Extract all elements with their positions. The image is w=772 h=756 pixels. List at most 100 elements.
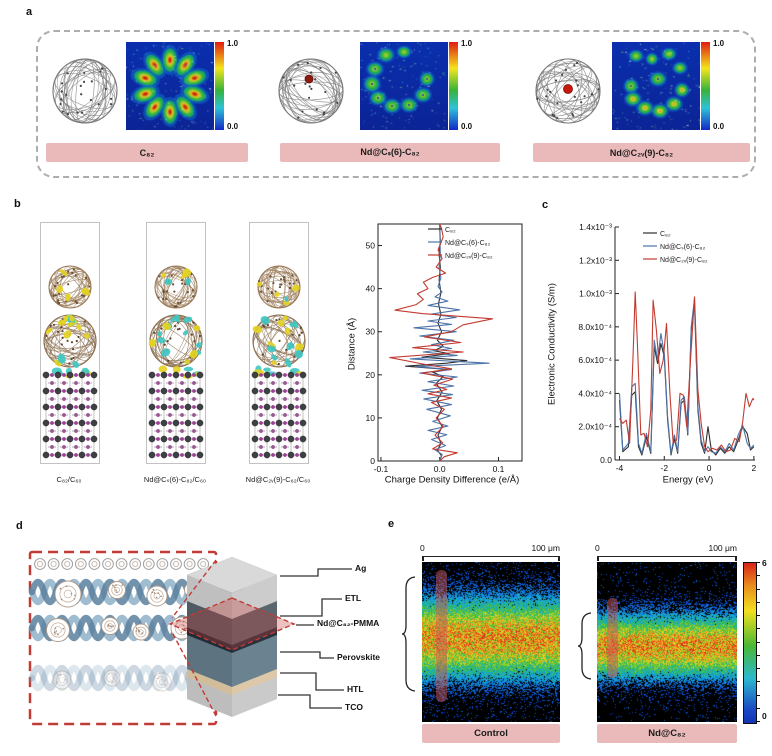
pl-colorbar-tick (757, 721, 760, 722)
wire-ball (154, 265, 198, 309)
structure-art-1 (148, 265, 204, 459)
pl-colorbar-tick (757, 601, 760, 603)
legend-label-2: Nd@C₂ᵥ(9)-C₈₂ (660, 257, 708, 264)
ruler-1-tick-left (597, 556, 599, 561)
x-tick-label: -2 (660, 463, 668, 473)
wire-ball (48, 265, 92, 309)
series-line-0 (618, 303, 755, 456)
x-tick-label: 0.1 (493, 464, 505, 474)
density-map-1 (360, 42, 448, 130)
label-bar-ndcs6: Nd@Cₛ(6)-C₈₂ (280, 143, 500, 162)
pl-colorbar (743, 562, 757, 724)
ruler-0-tick-right (558, 556, 560, 561)
pl-colorbar-tick (757, 681, 760, 683)
series-line-2 (619, 291, 755, 453)
layer-connector-0 (280, 568, 352, 577)
y-tick-label: 0.0 (600, 455, 612, 465)
scan-stripe-1 (607, 598, 618, 678)
legend-label-2: Nd@C₂ᵥ(9)-C₈₂ (445, 253, 493, 260)
panel-c-letter: c (542, 199, 549, 211)
legend-label-1: Nd@Cₛ(6)-C₈₂ (660, 244, 706, 251)
y-tick-label: 2.0x10⁻⁴ (578, 422, 612, 432)
density-colorbar-1 (449, 42, 458, 130)
legend-label-1: Nd@Cₛ(6)-C₈₂ (445, 240, 491, 247)
y-tick-label: 6.0x10⁻⁴ (578, 355, 612, 365)
density-colorbar-0 (215, 42, 224, 130)
y-tick-label: 1.2x10⁻³ (579, 255, 612, 265)
pl-colorbar-tick (757, 588, 760, 590)
density-map-2 (612, 42, 700, 130)
pl-colorbar-tick (757, 641, 760, 643)
y-tick-label: 8.0x10⁻⁴ (578, 322, 612, 332)
brace-path (578, 612, 592, 680)
slab (42, 371, 98, 459)
chart-cdd: -0.1 0.0 0.1 0 10 20 30 40 50 C₈₂ Nd@Cₛ(6)-C₈₂ Nd@C… (366, 223, 523, 474)
y-tick-label: 30 (366, 327, 376, 337)
magnifier-box (28, 550, 218, 726)
layer-connector-1 (280, 598, 342, 617)
fullerene-ndc2v9 (535, 58, 601, 124)
scan-stripe-0 (436, 570, 447, 702)
map-title-ndc82: Nd@C₈₂ (597, 724, 737, 743)
x-tick-label: -0.1 (374, 464, 389, 474)
layer-label-tco: TCO (345, 702, 363, 712)
legend-label-0: C₈₂ (660, 231, 671, 238)
layer-label-ndc82-pmma: Nd@C₈₂-PMMA (317, 618, 380, 628)
panel-a-frame (36, 30, 756, 178)
pl-colorbar-tick (757, 628, 760, 630)
wire-ball (52, 58, 118, 124)
x-tick-label: 2 (752, 463, 757, 473)
structure-label-2: Nd@C₂ᵥ(9)-C₈₂/C₆₀ (245, 475, 311, 484)
pl-colorbar-tick (757, 562, 760, 563)
pl-colorbar-tick (757, 707, 760, 709)
ruler-0 (422, 556, 560, 557)
pl-colorbar-tick (757, 654, 760, 656)
pl-colorbar-tick (757, 668, 760, 669)
slab (148, 371, 204, 459)
layer-label-perovskite: Perovskite (337, 652, 380, 662)
chart-cond-ylabel: Electronic Conductivity (S/m) (546, 283, 558, 405)
ruler-end-0: 100 μm (531, 543, 560, 553)
layer-connector-3 (280, 651, 334, 659)
y-tick-label: 20 (366, 370, 376, 380)
y-tick-label: 0 (370, 456, 375, 466)
pl-colorbar-tick (757, 575, 760, 577)
panel-b-letter: b (14, 198, 21, 210)
y-tick-label: 10 (366, 413, 376, 423)
layer-label-etl: ETL (345, 593, 362, 603)
cbar-min-1: 0.0 (461, 122, 473, 131)
pl-colorbar-tick (757, 694, 760, 696)
cbar-max-1: 1.0 (461, 39, 473, 48)
device-art (28, 550, 352, 726)
structure-label-1: Nd@Cₛ(6)-C₈₂/C₆₀ (143, 475, 207, 484)
wire-ball (278, 58, 344, 124)
pl-colorbar-ticks (757, 562, 762, 722)
chart-cdd-ylabel: Distance (Å) (346, 317, 358, 371)
label-bar-c82: C₈₂ (46, 143, 248, 162)
layer-label-htl: HTL (347, 684, 364, 694)
structure-box-1 (146, 222, 206, 464)
y-tick-label: 40 (366, 284, 376, 294)
chart-cond: -4 -2 0 2 0.0 2.0x10⁻⁴ 4.0x10⁻⁴ 6.0x10⁻⁴ 8.0x10⁻… (578, 222, 757, 473)
series-line-1 (618, 298, 755, 454)
x-tick-label: 0.0 (434, 464, 446, 474)
y-tick-label: 50 (366, 241, 376, 251)
ruler-end-1: 100 μm (708, 543, 737, 553)
layer-label-ag: Ag (355, 563, 367, 573)
layer-connector-5 (278, 694, 342, 709)
ruler-1-tick-right (735, 556, 737, 561)
y-tick-label: 1.4x10⁻³ (579, 222, 612, 232)
y-tick-label: 4.0x10⁻⁴ (578, 388, 612, 398)
cbar-max-0: 1.0 (227, 39, 239, 48)
structure-box-2 (249, 222, 309, 464)
panel-d-letter: d (16, 520, 23, 532)
label-bar-ndc2v9: Nd@C₂ᵥ(9)-C₈₂ (533, 143, 750, 162)
chart-cond-xlabel: Energy (eV) (662, 474, 714, 486)
series-line-2 (389, 223, 494, 462)
fullerene-c82 (52, 58, 118, 124)
wire-ball (256, 265, 301, 309)
cbar-min-2: 0.0 (713, 122, 725, 131)
wire-ball (148, 314, 203, 368)
structure-art-2 (251, 265, 307, 459)
